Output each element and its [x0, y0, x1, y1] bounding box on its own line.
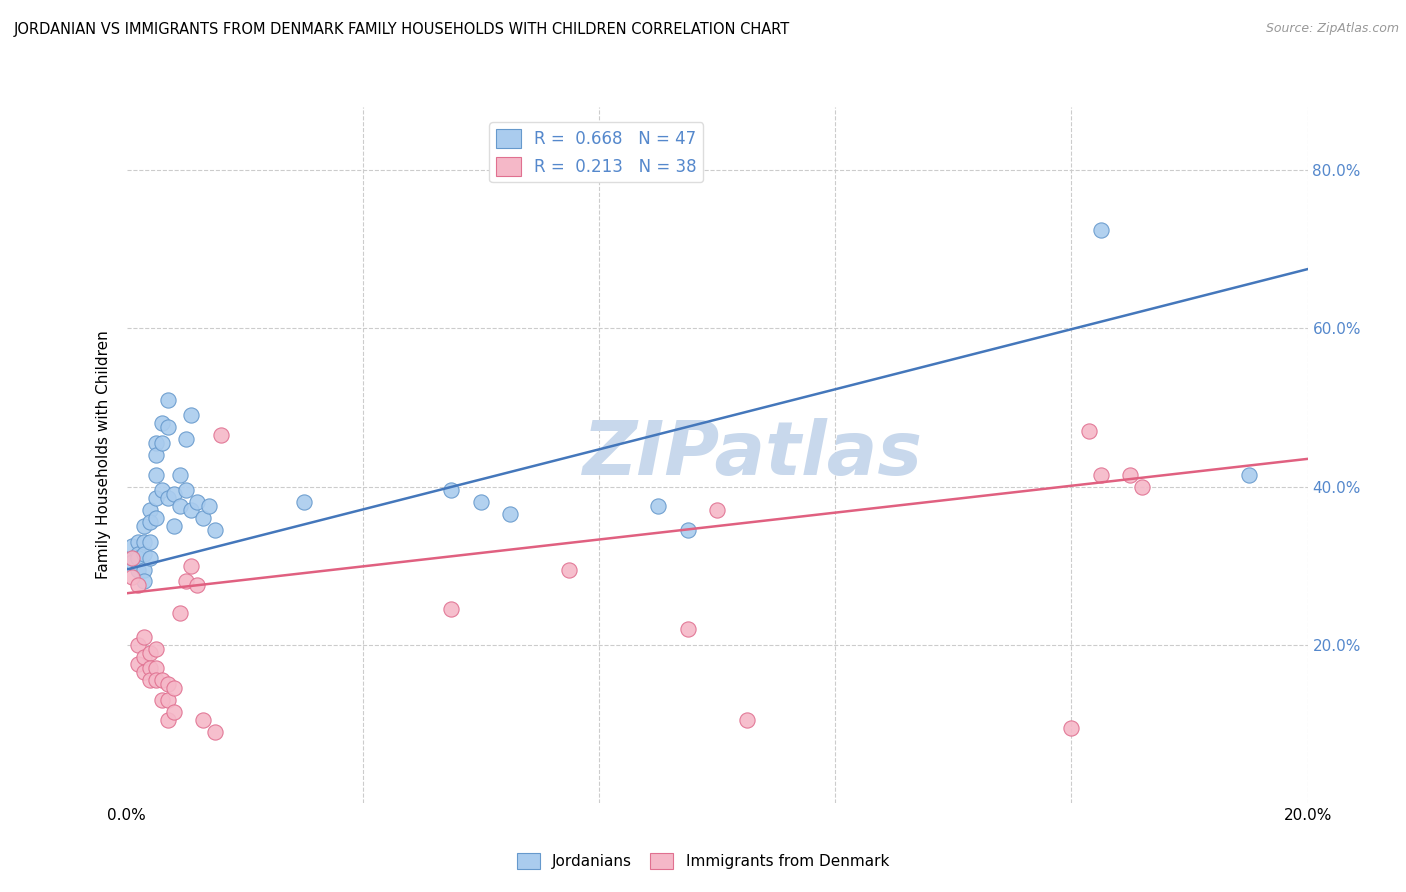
Text: ZIPatlas: ZIPatlas: [582, 418, 922, 491]
Point: [150, 673, 173, 688]
Point: [145, 641, 167, 656]
Point: [1119, 467, 1142, 482]
Point: [186, 578, 208, 592]
Point: [121, 539, 143, 553]
Point: [134, 665, 156, 680]
Point: [156, 693, 179, 707]
Point: [180, 503, 202, 517]
Point: [706, 503, 728, 517]
Point: [193, 511, 215, 525]
Point: [139, 661, 162, 675]
Point: [174, 432, 197, 446]
Point: [139, 646, 162, 660]
Point: [150, 483, 173, 498]
Point: [1237, 467, 1260, 482]
Point: [676, 523, 699, 537]
Point: [150, 693, 173, 707]
Point: [1130, 479, 1153, 493]
Point: [127, 638, 149, 652]
Point: [156, 713, 179, 727]
Point: [139, 515, 162, 529]
Point: [145, 467, 167, 482]
Point: [1078, 424, 1101, 438]
Point: [440, 483, 463, 498]
Point: [121, 555, 143, 569]
Point: [145, 673, 167, 688]
Point: [121, 550, 143, 565]
Point: [204, 724, 226, 739]
Point: [127, 578, 149, 592]
Point: [676, 622, 699, 636]
Point: [127, 563, 149, 577]
Point: [735, 713, 758, 727]
Point: [127, 550, 149, 565]
Point: [440, 602, 463, 616]
Point: [1090, 222, 1112, 236]
Point: [163, 487, 186, 501]
Point: [145, 448, 167, 462]
Point: [145, 491, 167, 506]
Point: [499, 507, 522, 521]
Point: [139, 503, 162, 517]
Point: [121, 570, 143, 584]
Point: [169, 467, 191, 482]
Point: [1090, 467, 1112, 482]
Point: [186, 495, 208, 509]
Point: [470, 495, 492, 509]
Point: [139, 534, 162, 549]
Point: [169, 606, 191, 620]
Point: [174, 483, 197, 498]
Point: [647, 500, 669, 514]
Point: [134, 649, 156, 664]
Point: [209, 428, 232, 442]
Point: [139, 550, 162, 565]
Text: Source: ZipAtlas.com: Source: ZipAtlas.com: [1265, 22, 1399, 36]
Point: [193, 713, 215, 727]
Point: [292, 495, 315, 509]
Point: [156, 420, 179, 434]
Point: [163, 519, 186, 533]
Point: [127, 534, 149, 549]
Point: [134, 519, 156, 533]
Y-axis label: Family Households with Children: Family Households with Children: [96, 331, 111, 579]
Point: [134, 563, 156, 577]
Text: JORDANIAN VS IMMIGRANTS FROM DENMARK FAMILY HOUSEHOLDS WITH CHILDREN CORRELATION: JORDANIAN VS IMMIGRANTS FROM DENMARK FAM…: [14, 22, 790, 37]
Legend: R =  0.668   N = 47, R =  0.213   N = 38: R = 0.668 N = 47, R = 0.213 N = 38: [489, 122, 703, 183]
Point: [1060, 721, 1083, 735]
Point: [163, 705, 186, 719]
Point: [180, 558, 202, 573]
Point: [127, 657, 149, 672]
Point: [150, 436, 173, 450]
Point: [145, 436, 167, 450]
Point: [134, 547, 156, 561]
Point: [139, 673, 162, 688]
Point: [127, 547, 149, 561]
Point: [156, 491, 179, 506]
Point: [150, 417, 173, 431]
Point: [558, 563, 581, 577]
Point: [169, 500, 191, 514]
Point: [156, 677, 179, 691]
Point: [204, 523, 226, 537]
Point: [180, 409, 202, 423]
Point: [198, 500, 221, 514]
Point: [121, 550, 143, 565]
Point: [134, 630, 156, 644]
Point: [174, 574, 197, 589]
Legend: Jordanians, Immigrants from Denmark: Jordanians, Immigrants from Denmark: [510, 847, 896, 875]
Point: [156, 392, 179, 407]
Point: [163, 681, 186, 695]
Point: [134, 534, 156, 549]
Point: [145, 511, 167, 525]
Point: [134, 574, 156, 589]
Point: [145, 661, 167, 675]
